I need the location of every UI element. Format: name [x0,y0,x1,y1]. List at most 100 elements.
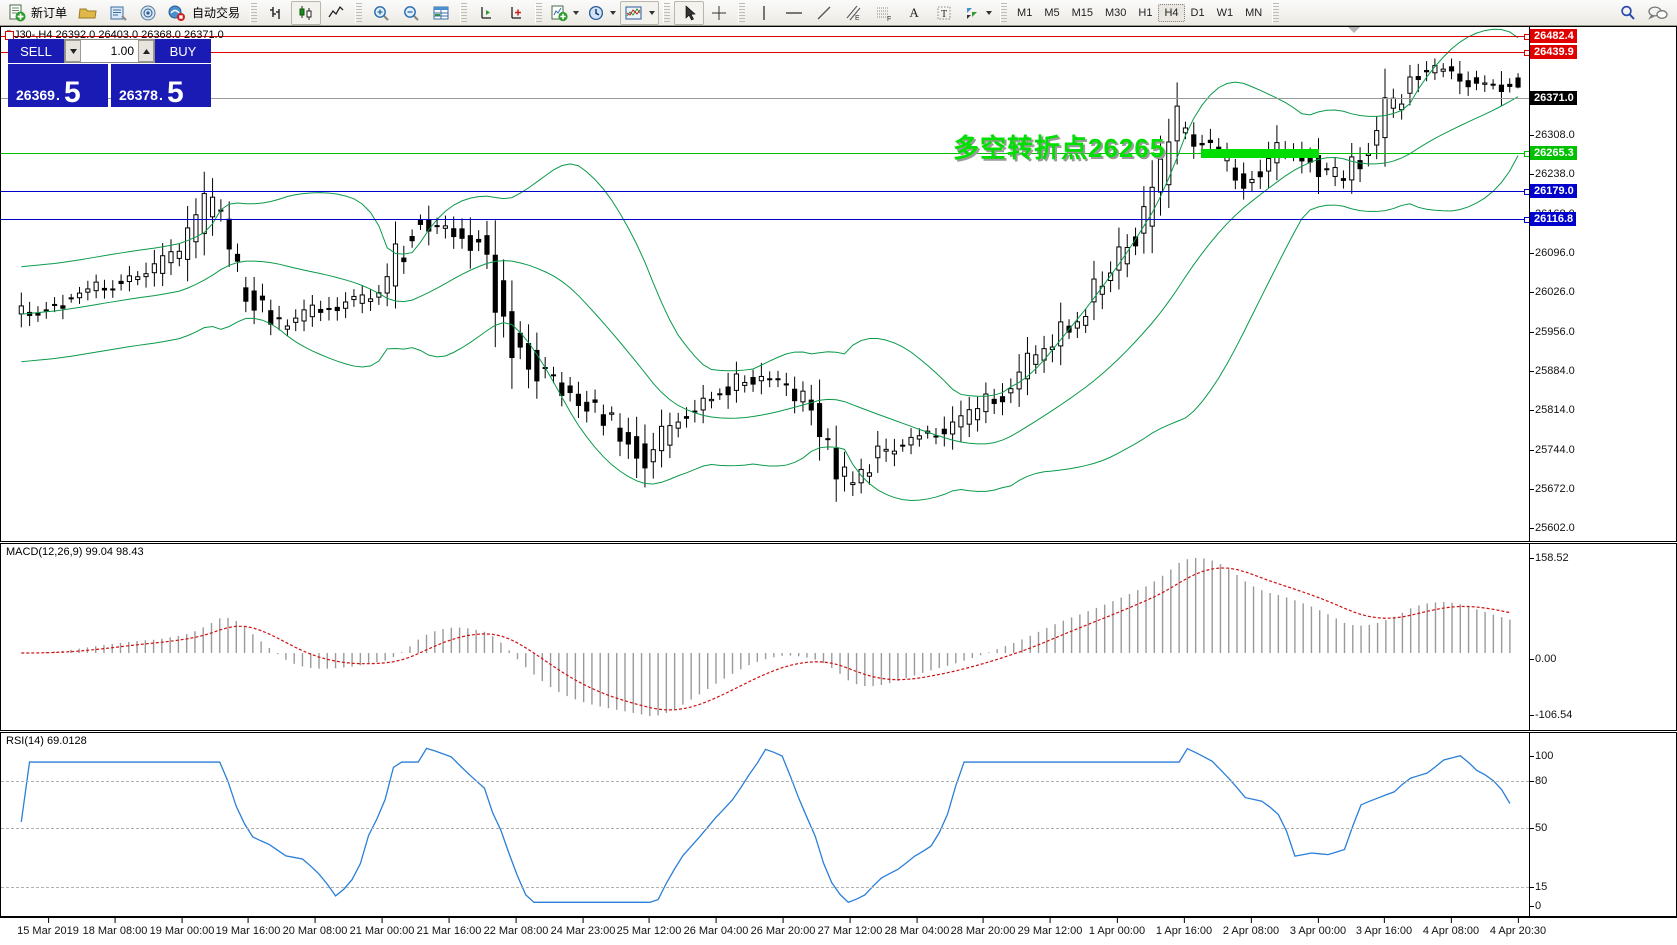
macd-pane[interactable]: MACD(12,26,9) 99.04 98.43 158.52 0.00 -1… [0,543,1677,731]
level-tag-26265[interactable]: 26265.3 [1530,146,1577,160]
candle-body [110,288,116,291]
rsi-plot[interactable] [1,733,1529,916]
shift-end-button[interactable] [471,1,501,25]
signal-button[interactable] [133,1,163,25]
time-axis-label: 3 Apr 00:00 [1289,918,1347,937]
timeframe-d1[interactable]: D1 [1190,6,1205,19]
bar-chart-button[interactable] [261,1,291,25]
autotrade-button[interactable]: 自动交易 [163,1,246,25]
fibo-button[interactable]: F [869,1,899,25]
line-chart-button[interactable] [321,1,351,25]
timeframe-m1[interactable]: M1 [1017,6,1033,19]
shift-start-button[interactable] [501,1,531,25]
chat-button[interactable] [1643,1,1673,25]
candle-body [1374,130,1380,146]
zoom-in-button[interactable] [366,1,396,25]
search-button[interactable] [1613,1,1643,25]
cursor-button[interactable] [674,0,705,25]
price-pane[interactable]: DJ30-,H4 26392.0 26403.0 26368.0 26371.0… [0,26,1677,542]
chart-scroll-marker-icon[interactable] [1348,27,1360,33]
annotation-text[interactable]: 多空转折点26265 [953,133,1166,163]
text-button[interactable]: A [909,4,919,20]
candle-body [609,412,615,415]
zoom-out-button[interactable] [396,1,426,25]
timeframe-m15[interactable]: M15 [1071,6,1093,19]
timeframe-w1[interactable]: W1 [1216,6,1234,19]
level-handle-2[interactable] [1524,50,1529,56]
timeframe-mn[interactable]: MN [1245,6,1263,19]
indicators-button[interactable] [546,1,583,25]
volume-increase-button[interactable] [138,40,154,62]
price-plot[interactable]: 多空转折点26265 [1,27,1529,541]
level-tag-26179[interactable]: 26179.0 [1530,184,1577,198]
timeframe-m30[interactable]: M30 [1105,6,1127,19]
candle-body [60,305,66,309]
search-icon [1621,5,1635,20]
level-line-26439[interactable] [1,50,1529,56]
level-handle-3[interactable] [1524,151,1529,157]
buy-price-box[interactable]: 26378 . 5 [111,64,211,108]
level-line-26265[interactable] [1,151,1529,157]
sell-button[interactable]: SELL [8,39,64,63]
toolbar-separator-6 [738,2,746,23]
shapes-button[interactable] [959,1,996,25]
candle-body [525,343,532,370]
candlestick-chart-button[interactable] [291,0,322,25]
crosshair-button[interactable] [704,1,734,25]
level-handle[interactable] [1524,34,1529,40]
grid-button[interactable] [426,1,456,25]
candle-body [351,295,357,301]
equidistant-button[interactable]: E [839,1,869,25]
level-handle-4[interactable] [1524,189,1529,195]
timeframe-m5[interactable]: M5 [1044,6,1060,19]
time-axis-label: 19 Mar 00:00 [149,918,215,937]
buy-button[interactable]: BUY [155,39,211,63]
chevron-down-icon-4[interactable] [986,10,993,15]
templates-button[interactable] [620,0,660,25]
level-tag-26116[interactable]: 26116.8 [1530,212,1577,226]
timeframe-h1[interactable]: H1 [1138,6,1153,19]
annotation-bar[interactable] [1201,149,1319,158]
trendline-button[interactable] [809,1,839,25]
chevron-down-icon-2[interactable] [610,10,617,15]
candle-body [642,443,648,469]
buy-price-separator: . [159,87,163,103]
level-line-26179[interactable] [1,189,1529,195]
folder-button[interactable] [73,1,103,25]
price-scale[interactable]: 26371.0 26308.0 26238.0 26168.0 26096.0 … [1529,27,1676,541]
level-handle-5[interactable] [1524,217,1529,223]
macd-plot[interactable] [1,544,1529,730]
candle-body [841,466,848,477]
candle-body [534,349,540,382]
chevron-down-icon[interactable] [573,10,580,15]
bar-chart-icon [270,6,280,19]
level-tag-26439[interactable]: 26439.9 [1530,45,1577,59]
news-button[interactable] [103,1,133,25]
timeframe-h4[interactable]: H4 [1158,3,1185,22]
level-line-26482[interactable] [1,34,1529,40]
rsi-pane[interactable]: RSI(14) 69.0128 100 80 50 15 0 [0,732,1677,917]
chevron-down-icon-3[interactable] [649,10,656,15]
volume-decrease-button[interactable] [65,40,81,62]
vline-button[interactable] [749,1,779,25]
crosshair-icon [712,5,727,20]
volume-stepper[interactable]: 1.00 [64,39,155,63]
candle-body [1241,173,1247,189]
one-click-trading-panel[interactable]: SELL 1.00 BUY 26369 . 5 26378 . 5 [8,39,211,108]
period-button[interactable] [583,1,620,25]
candle-body [467,235,473,251]
candle-body [259,295,266,301]
sell-price-box[interactable]: 26369 . 5 [8,64,108,108]
candle-body [634,436,640,459]
candle-body [866,472,873,477]
level-tag-26482[interactable]: 26482.4 [1530,29,1577,43]
candle-body [76,292,83,299]
hline-button[interactable] [779,1,809,25]
new-order-button[interactable]: 新订单 [4,1,73,25]
level-line-26116[interactable] [1,217,1529,223]
hline-icon [786,11,803,14]
label-button[interactable]: T [929,1,959,25]
volume-value[interactable]: 1.00 [110,44,134,58]
time-axis[interactable]: 15 Mar 2019 18 Mar 08:00 19 Mar 00:00 19 Ma… [0,917,1677,945]
candle-body [326,307,332,310]
